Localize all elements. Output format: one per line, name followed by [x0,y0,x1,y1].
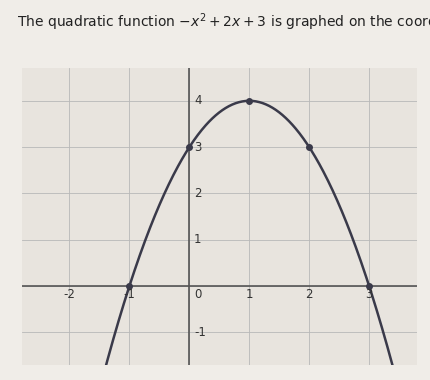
Text: 3: 3 [366,288,373,301]
Text: 3: 3 [194,141,202,154]
Text: 1: 1 [194,233,202,246]
Text: 2: 2 [305,288,313,301]
Text: The quadratic function $-x^2 + 2x + 3$ is graphed on the coordinate grid.: The quadratic function $-x^2 + 2x + 3$ i… [17,11,430,33]
Text: -1: -1 [123,288,135,301]
Text: 0: 0 [194,288,202,301]
Text: 4: 4 [194,94,202,107]
Text: 2: 2 [194,187,202,200]
Text: -1: -1 [194,326,206,339]
Text: 1: 1 [246,288,253,301]
Text: -2: -2 [64,288,75,301]
